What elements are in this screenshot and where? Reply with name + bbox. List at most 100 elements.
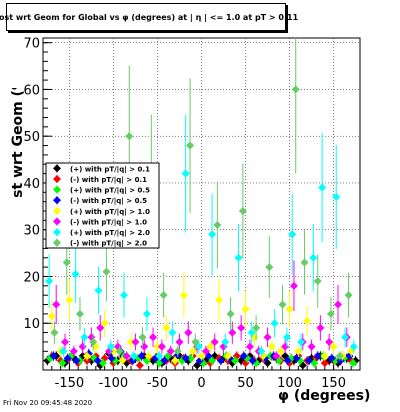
legend-label: (+) with pT/|q| > 0.5 bbox=[70, 187, 150, 196]
data-point bbox=[197, 351, 206, 360]
data-point bbox=[300, 258, 309, 267]
data-point bbox=[237, 323, 246, 332]
legend-marker bbox=[53, 174, 61, 183]
data-point bbox=[45, 277, 54, 286]
x-tick-label: 0 bbox=[197, 376, 205, 391]
y-tick-label: 10 bbox=[23, 317, 40, 332]
data-point bbox=[320, 358, 329, 367]
data-point bbox=[191, 337, 200, 346]
data-point bbox=[265, 263, 274, 272]
data-point bbox=[333, 300, 342, 309]
y-tick-label: 50 bbox=[23, 130, 40, 145]
data-point bbox=[115, 347, 124, 356]
data-point bbox=[213, 221, 222, 230]
axis-ticks: -150 -100 -50 0 50 100 150 10 20 30 40 50 60 70 bbox=[23, 37, 361, 391]
data-point bbox=[288, 230, 297, 239]
y-tick-label: 70 bbox=[23, 37, 40, 52]
data-point bbox=[71, 270, 80, 279]
data-point bbox=[206, 342, 215, 351]
data-point bbox=[166, 347, 175, 356]
data-point bbox=[63, 354, 72, 363]
x-tick-label: 50 bbox=[237, 376, 254, 391]
data-point bbox=[320, 351, 329, 360]
data-point bbox=[239, 351, 248, 360]
data-point bbox=[289, 281, 298, 290]
chart-title: Lost wrt Geom for Global vs φ (degrees) … bbox=[0, 3, 298, 31]
data-point bbox=[153, 342, 162, 351]
legend-marker bbox=[53, 164, 61, 173]
data-point bbox=[329, 342, 338, 351]
data-point bbox=[162, 323, 171, 332]
series-4 bbox=[47, 272, 356, 366]
data-point bbox=[93, 356, 102, 365]
data-point bbox=[238, 207, 247, 216]
y-tick-label: 30 bbox=[23, 224, 40, 239]
data-point bbox=[155, 351, 164, 360]
data-point bbox=[122, 351, 131, 360]
data-point bbox=[160, 356, 169, 365]
data-point bbox=[283, 356, 292, 365]
data-point bbox=[201, 347, 210, 356]
data-point bbox=[138, 333, 147, 342]
data-point bbox=[221, 337, 230, 346]
data-point bbox=[188, 347, 197, 356]
data-point bbox=[89, 337, 98, 346]
legend-marker bbox=[53, 185, 61, 194]
legend-label: (-) with pT/|q| > 2.0 bbox=[70, 240, 147, 249]
data-point bbox=[135, 361, 144, 370]
data-point bbox=[100, 319, 109, 328]
data-point bbox=[56, 356, 65, 365]
data-point bbox=[252, 323, 261, 332]
data-point bbox=[326, 309, 335, 318]
data-point bbox=[208, 356, 217, 365]
data-point bbox=[294, 347, 303, 356]
data-point bbox=[149, 333, 158, 342]
data-point bbox=[184, 328, 193, 337]
y-tick-label: 60 bbox=[23, 83, 40, 98]
data-point bbox=[72, 356, 81, 365]
y-axis-label: Lost wrt Geom (%) bbox=[10, 88, 26, 198]
data-point bbox=[181, 354, 190, 363]
legend-label: (-) with pT/|q| > 1.0 bbox=[70, 218, 147, 227]
data-point bbox=[80, 333, 89, 342]
data-point bbox=[173, 347, 182, 356]
data-point bbox=[179, 291, 188, 300]
data-point bbox=[52, 300, 61, 309]
data-point bbox=[325, 337, 334, 346]
data-point bbox=[291, 85, 300, 94]
legend-label: (+) with pT/|q| > 0.1 bbox=[70, 165, 150, 174]
legend-label: (+) with pT/|q| > 1.0 bbox=[70, 208, 150, 217]
legend-box bbox=[45, 162, 160, 249]
data-point bbox=[285, 305, 294, 314]
data-point bbox=[248, 356, 257, 365]
data-point bbox=[223, 351, 232, 360]
legend: (+) with pT/|q| > 0.1 (-) with pT/|q| > 0… bbox=[45, 162, 160, 249]
data-point bbox=[159, 291, 168, 300]
x-tick-label: -50 bbox=[147, 376, 168, 391]
data-point bbox=[129, 351, 138, 360]
data-point bbox=[106, 342, 115, 351]
data-point bbox=[313, 277, 322, 286]
data-point bbox=[144, 351, 153, 360]
data-point bbox=[171, 356, 180, 365]
legend-marker bbox=[53, 217, 61, 226]
data-point bbox=[62, 258, 71, 267]
data-point bbox=[241, 305, 250, 314]
data-point bbox=[96, 323, 105, 332]
data-point bbox=[344, 291, 353, 300]
x-tick-label: -150 bbox=[55, 376, 85, 391]
data-point bbox=[69, 347, 78, 356]
data-point bbox=[282, 333, 291, 342]
data-point bbox=[307, 342, 316, 351]
data-point bbox=[335, 351, 344, 360]
data-point bbox=[49, 351, 58, 360]
data-point bbox=[309, 253, 318, 262]
data-point bbox=[272, 351, 281, 360]
data-point bbox=[318, 183, 327, 192]
legend-label: (+) with pT/|q| > 2.0 bbox=[70, 229, 150, 238]
data-point bbox=[313, 351, 322, 360]
timestamp: Fri Nov 20 09:45:48 2020 bbox=[3, 399, 93, 407]
data-point bbox=[194, 342, 203, 351]
data-point bbox=[186, 141, 195, 150]
